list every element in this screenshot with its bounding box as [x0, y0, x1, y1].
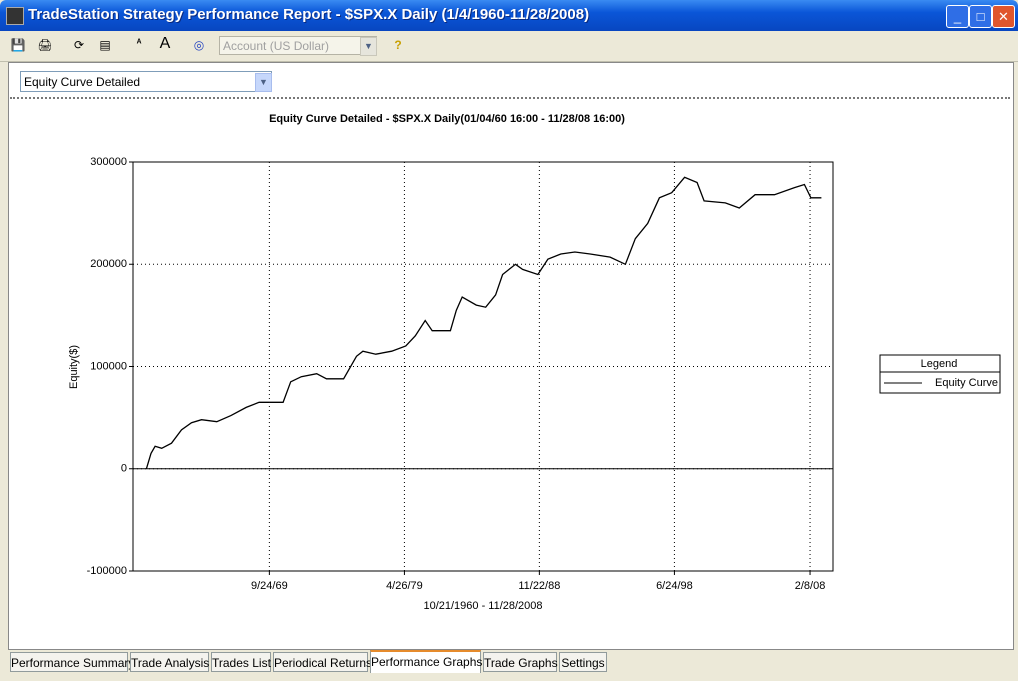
tab[interactable]: Trades List: [211, 652, 271, 672]
y-tick-label: 0: [121, 463, 127, 475]
equity-line: [145, 176, 822, 469]
chart-title: Equity Curve Detailed - $SPX.X Daily(01/…: [269, 113, 625, 125]
legend-box: [879, 354, 1001, 394]
legend-label: Equity Curve: [935, 377, 998, 389]
help-button[interactable]: ?: [394, 38, 402, 52]
maximize-button[interactable]: □: [969, 5, 992, 28]
tab[interactable]: Settings: [559, 652, 607, 672]
chart: Equity Curve Detailed - $SPX.X Daily(01/…: [68, 113, 1001, 612]
legend-title: Legend: [921, 358, 958, 370]
combo-arrow[interactable]: ▼: [360, 37, 377, 56]
y-axis-label: Equity($): [68, 345, 80, 389]
tab[interactable]: Performance Graphs: [370, 650, 482, 673]
tab[interactable]: Periodical Returns: [273, 652, 372, 672]
y-tick-label: 100000: [90, 360, 127, 372]
app-icon: [6, 7, 24, 25]
target-button[interactable]: ◎: [193, 38, 205, 52]
save-button[interactable]: 💾: [10, 38, 26, 52]
window-title: TradeStation Strategy Performance Report…: [28, 6, 590, 23]
tab[interactable]: Trade Graphs: [483, 652, 558, 672]
refresh-button[interactable]: ⟳: [73, 38, 85, 52]
tab[interactable]: Performance Summary: [10, 652, 134, 672]
print-button[interactable]: 🖨: [37, 38, 53, 52]
combo-arrow[interactable]: ▼: [255, 73, 272, 92]
account-combo[interactable]: Account (US Dollar): [219, 36, 377, 55]
title-bar: TradeStation Strategy Performance Report…: [0, 0, 1018, 31]
y-tick-label: 300000: [90, 156, 127, 168]
x-axis-label: 10/21/1960 - 11/28/2008: [423, 600, 542, 612]
tab[interactable]: Trade Analysis: [130, 652, 209, 672]
x-tick-label: 9/24/69: [251, 580, 288, 592]
splitter: [10, 97, 1010, 99]
font-smaller-button[interactable]: ᴬ: [136, 38, 142, 49]
toolbar: [0, 31, 1018, 62]
x-tick-label: 2/8/08: [795, 580, 826, 592]
account-text: Account (US Dollar): [223, 39, 330, 53]
x-tick-label: 11/22/88: [518, 580, 560, 592]
view-selector[interactable]: Equity Curve Detailed: [20, 71, 272, 92]
font-larger-button[interactable]: A: [159, 35, 171, 52]
y-tick-label: -100000: [87, 565, 127, 577]
x-tick-label: 6/24/98: [656, 580, 693, 592]
y-tick-label: 200000: [90, 258, 127, 270]
x-tick-label: 4/26/79: [386, 580, 423, 592]
minimize-button[interactable]: _: [946, 5, 969, 28]
close-button[interactable]: ✕: [992, 5, 1015, 28]
view-text: Equity Curve Detailed: [24, 75, 141, 89]
properties-button[interactable]: ▤: [99, 38, 111, 52]
